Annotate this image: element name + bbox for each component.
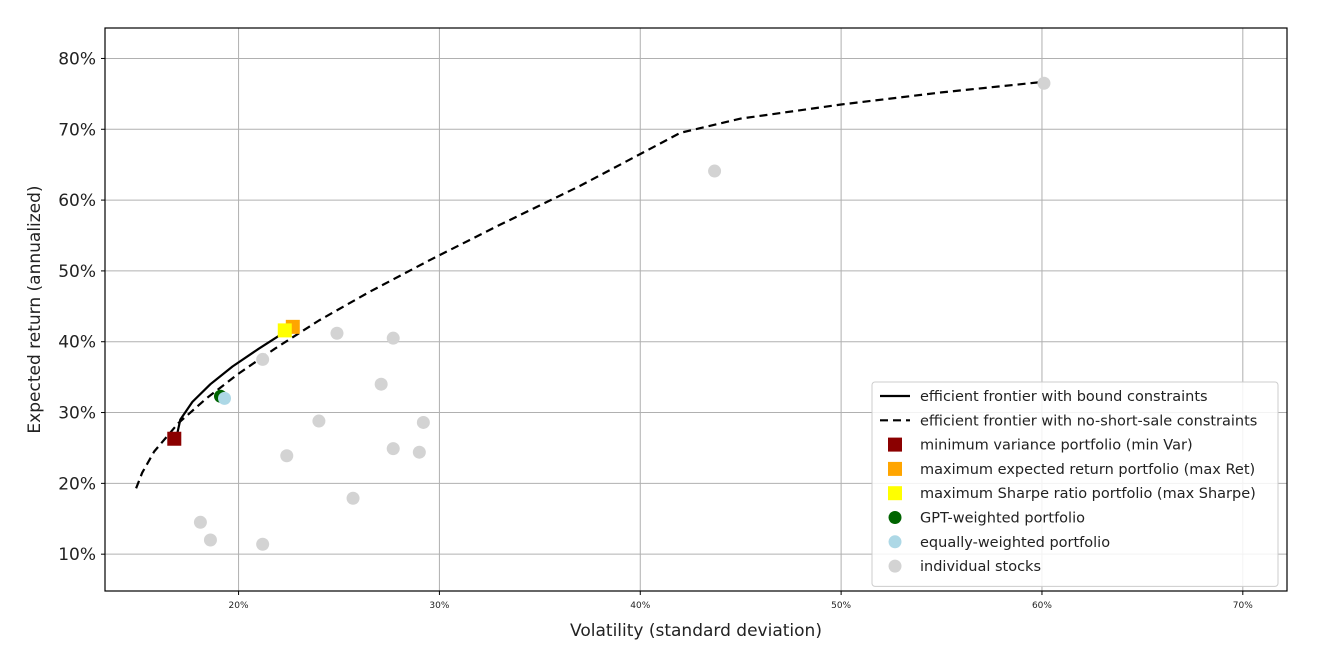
x-tick-label: 20% xyxy=(229,601,249,611)
y-tick-label: 60% xyxy=(58,191,96,211)
y-tick-label: 10% xyxy=(58,545,96,565)
legend-label: maximum Sharpe ratio portfolio (max Shar… xyxy=(920,486,1256,502)
individual-stocks-point xyxy=(312,414,326,428)
legend-box xyxy=(871,381,1279,587)
individual-stocks-point xyxy=(374,377,388,391)
legend-label: equally-weighted portfolio xyxy=(920,535,1110,551)
legend-circle-swatch xyxy=(888,559,902,573)
legend-square-swatch xyxy=(888,486,902,501)
plot-series xyxy=(135,76,1051,551)
maximum-sharpe-ratio-portfolio-max-sharpe-marker xyxy=(277,323,292,338)
equally-weighted-portfolio-point xyxy=(218,391,232,405)
minimum-variance-portfolio-min-var-marker xyxy=(167,431,182,446)
x-tick-label: 70% xyxy=(1233,601,1253,611)
y-tick-label: 40% xyxy=(58,333,96,353)
individual-stocks-point xyxy=(708,164,722,178)
legend-circle-swatch xyxy=(888,535,902,549)
x-tick-label: 30% xyxy=(429,601,449,611)
individual-stocks-point xyxy=(386,331,400,345)
x-tick-label: 50% xyxy=(831,601,851,611)
individual-stocks-point xyxy=(203,533,217,547)
legend-square-swatch xyxy=(888,437,902,452)
y-axis-label: Expected return (annualized) xyxy=(25,185,45,433)
legend-item: efficient frontier with no-short-sale co… xyxy=(880,413,1257,429)
legend-item: equally-weighted portfolio xyxy=(888,535,1110,551)
legend-item: maximum Sharpe ratio portfolio (max Shar… xyxy=(888,486,1256,502)
legend-label: GPT-weighted portfolio xyxy=(920,511,1085,527)
individual-stocks-point xyxy=(346,491,360,505)
y-tick-label: 70% xyxy=(58,120,96,140)
legend-square-swatch xyxy=(888,461,902,476)
axis-ticks: 20% 30% 40% 50% 60% 70% 10% 20% 30% 40% 50% 60% 70% 8… xyxy=(58,49,1253,611)
y-tick-label: 20% xyxy=(58,474,96,494)
individual-stocks-point xyxy=(1037,76,1051,90)
y-tick-label: 80% xyxy=(58,49,96,69)
legend-label: maximum expected return portfolio (max R… xyxy=(920,462,1255,478)
individual-stocks-point xyxy=(193,515,207,529)
individual-stocks-point xyxy=(386,442,400,456)
individual-stocks-point xyxy=(256,537,270,551)
legend-label: individual stocks xyxy=(920,559,1041,575)
legend-item: efficient frontier with bound constraint… xyxy=(880,389,1208,405)
individual-stocks-point xyxy=(256,352,270,366)
legend-label: efficient frontier with bound constraint… xyxy=(920,389,1208,405)
individual-stocks-point xyxy=(330,326,344,340)
legend-item: minimum variance portfolio (min Var) xyxy=(888,437,1193,454)
legend-item: maximum expected return portfolio (max R… xyxy=(888,461,1255,478)
x-axis-label: Volatility (standard deviation) xyxy=(570,621,822,641)
x-tick-label: 60% xyxy=(1032,601,1052,611)
individual-stocks-point xyxy=(412,445,426,459)
legend-label: minimum variance portfolio (min Var) xyxy=(920,438,1193,454)
legend-label: efficient frontier with no-short-sale co… xyxy=(920,413,1257,429)
efficient-frontier-with-bound-constraints-line xyxy=(175,325,294,439)
plot-frame xyxy=(104,27,1288,592)
x-tick-label: 40% xyxy=(630,601,650,611)
individual-stocks-point xyxy=(416,415,430,429)
legend-item: individual stocks xyxy=(888,559,1041,575)
y-tick-label: 50% xyxy=(58,262,96,282)
legend-circle-swatch xyxy=(888,511,902,524)
legend: efficient frontier with bound constraint… xyxy=(871,381,1279,587)
y-tick-label: 30% xyxy=(58,404,96,424)
individual-stocks-point xyxy=(280,449,294,463)
legend-item: GPT-weighted portfolio xyxy=(888,511,1085,527)
